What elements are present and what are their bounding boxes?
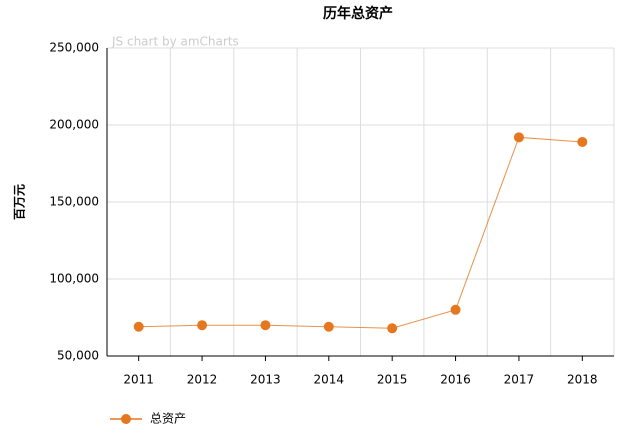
data-point <box>387 323 398 334</box>
y-tick-label: 200,000 <box>49 118 99 132</box>
y-axis-label: 百万元 <box>13 184 27 220</box>
data-point <box>133 321 144 332</box>
data-point <box>513 132 524 143</box>
x-tick-label: 2014 <box>314 373 345 387</box>
y-tick-label: 100,000 <box>49 272 99 286</box>
data-point <box>577 136 588 147</box>
legend-marker <box>121 414 131 424</box>
data-point <box>323 321 334 332</box>
x-tick-label: 2011 <box>123 373 154 387</box>
y-tick-label: 50,000 <box>57 349 99 363</box>
x-tick-label: 2017 <box>504 373 535 387</box>
data-point <box>450 304 461 315</box>
y-tick-label: 250,000 <box>49 41 99 55</box>
x-tick-label: 2015 <box>377 373 408 387</box>
x-tick-label: 2016 <box>440 373 471 387</box>
chart-title: 历年总资产 <box>323 5 393 22</box>
data-point <box>197 320 208 331</box>
watermark: JS chart by amCharts <box>111 35 239 49</box>
data-point <box>260 320 271 331</box>
legend-label: 总资产 <box>150 412 186 426</box>
x-tick-label: 2018 <box>567 373 598 387</box>
y-tick-label: 150,000 <box>49 195 99 209</box>
series-line <box>138 136 583 329</box>
x-tick-label: 2013 <box>250 373 281 387</box>
x-tick-label: 2012 <box>187 373 218 387</box>
